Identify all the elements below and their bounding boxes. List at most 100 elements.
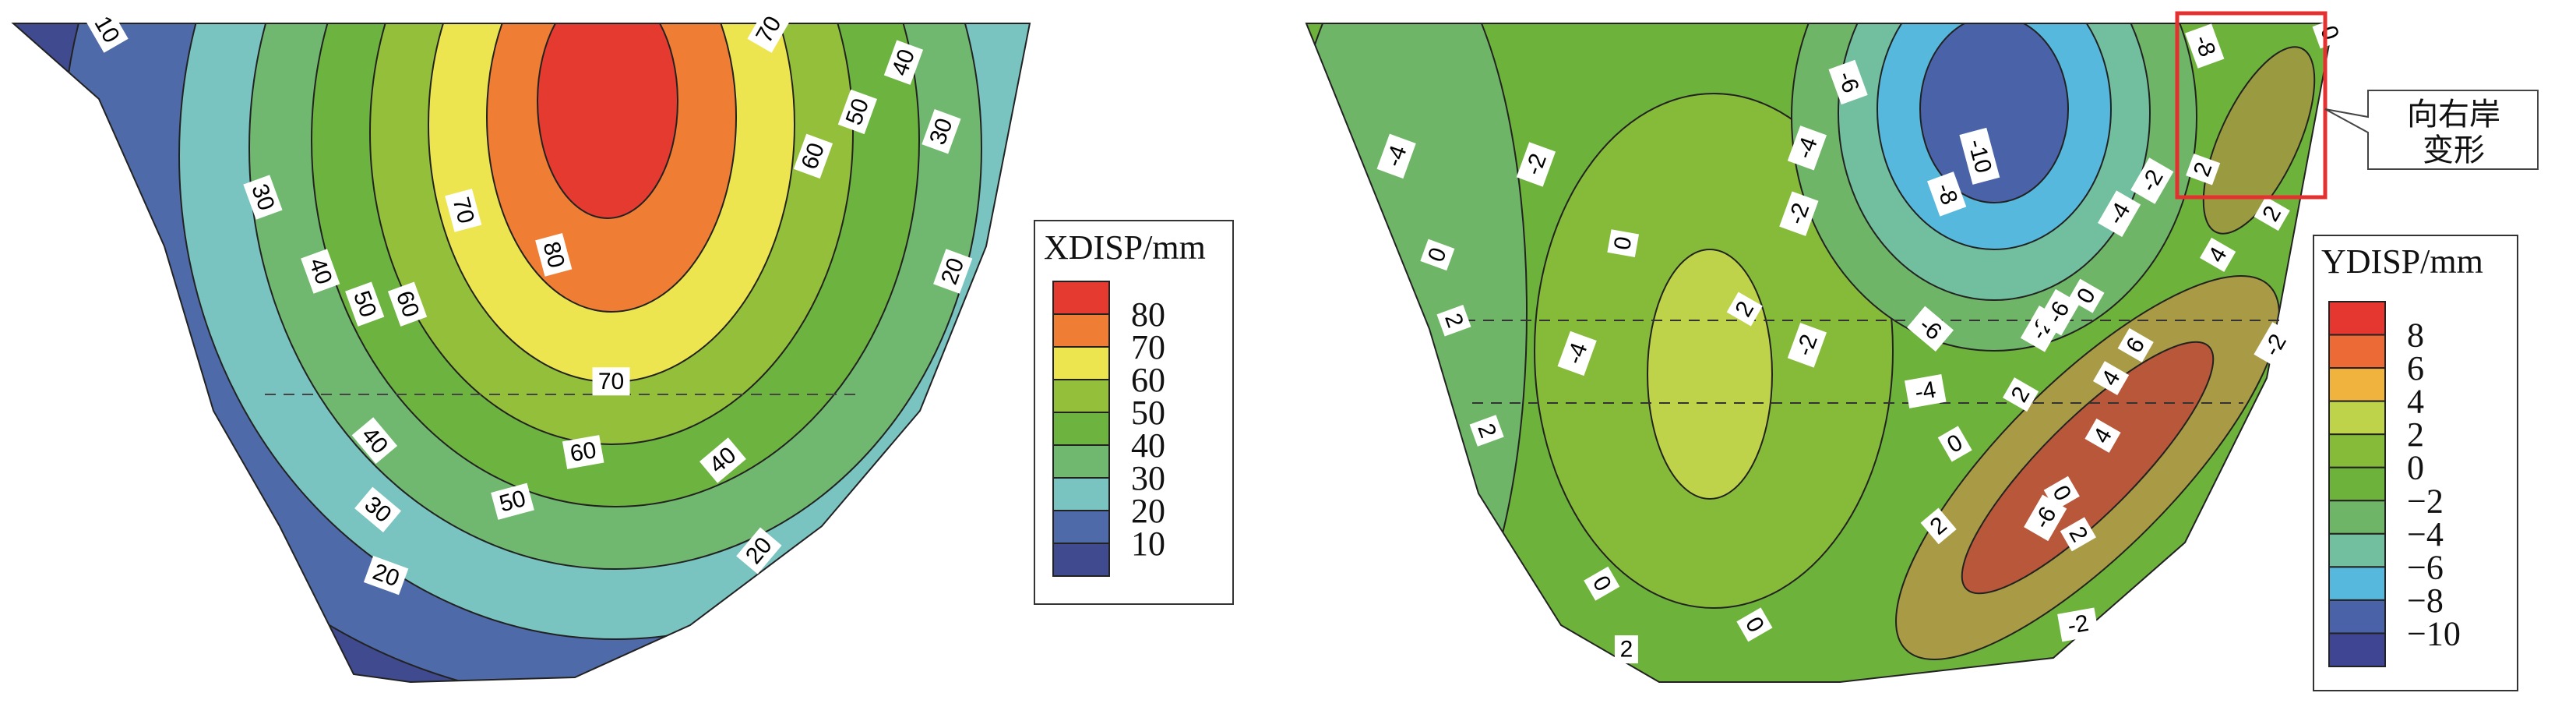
contour-label-bg: [1516, 142, 1556, 187]
contour-label-bg: [1420, 239, 1455, 271]
contour-label-bg: [2024, 494, 2067, 542]
contour-label-bg: [345, 281, 385, 327]
contour-label-bg: [883, 40, 924, 85]
contour-label-bg: [351, 417, 398, 465]
legend-tick-label: 4: [2407, 383, 2424, 421]
contour-label: -2: [1787, 323, 1827, 368]
contour-label-bg: [2036, 288, 2081, 336]
contour-label-bg: [1779, 191, 1819, 236]
legend-swatch: [2328, 500, 2386, 535]
legend-tick-label: 70: [1131, 328, 1165, 366]
contour-label-text: -2: [2066, 610, 2091, 639]
contour-label-bg: [491, 483, 534, 520]
contour-label-bg: [2312, 16, 2347, 49]
contour-label: 70: [592, 367, 630, 396]
contour-label-bg: [535, 233, 573, 277]
legend-swatch: [1052, 379, 1110, 413]
legend-tick-label: −2: [2407, 482, 2444, 520]
contour-label-bg: [301, 249, 340, 294]
legend-swatch: [1052, 412, 1110, 446]
legend-tick-label: 80: [1131, 295, 1165, 334]
contour-label-bg: [592, 367, 630, 396]
contour-label-bg: [562, 435, 604, 469]
legend-tick-label: −4: [2407, 515, 2444, 553]
legend-tick-label: 40: [1131, 426, 1165, 465]
contour-label-bg: [1436, 305, 1471, 337]
contour-label-bg: [1828, 59, 1868, 105]
legend-title: XDISP/mm: [1044, 228, 1206, 267]
contour-band: [1961, 341, 2215, 595]
legend-tick-label: 2: [2407, 415, 2424, 454]
contour-label-bg: [1959, 127, 2000, 185]
contour-label: -6: [1828, 59, 1868, 105]
contour-label-bg: [2002, 377, 2039, 412]
legend-tick-label: −10: [2407, 614, 2461, 652]
contour-label: -4: [1904, 374, 1947, 408]
contour-label-bg: [387, 281, 428, 327]
legend-tick-label: 60: [1131, 361, 1165, 399]
contour-label-bg: [1920, 507, 1957, 545]
contour-label: 0: [1420, 239, 1455, 271]
contour-label-bg: [1907, 306, 1954, 352]
legend-swatch: [1052, 281, 1110, 315]
contour-label: -8: [2185, 23, 2225, 69]
contour-label-bg: [1614, 635, 1638, 664]
legend-tick-label: −8: [2407, 582, 2444, 620]
contour-label-bg: [1927, 171, 1967, 217]
contour-label: -8: [1927, 171, 1967, 217]
legend-tick-label: −6: [2407, 548, 2444, 586]
contour-label: 20: [363, 556, 409, 596]
contour-label: 2: [1614, 635, 1638, 664]
dam-outline-right: [1305, 23, 2335, 683]
contour-label: 0: [2312, 16, 2347, 49]
contour-label-bg: [922, 109, 961, 154]
contour-label-text: 70: [598, 369, 624, 394]
contour-label-bg: [837, 89, 878, 135]
legend-swatch: [1052, 444, 1110, 479]
legend-swatch: [2328, 367, 2386, 402]
contour-label: -2: [2057, 607, 2099, 642]
contour-label: 80: [535, 233, 573, 277]
legend-swatch: [2328, 301, 2386, 336]
contour-label-text: 60: [568, 437, 598, 467]
contour-band: [1647, 249, 1773, 500]
callout-box: [2324, 90, 2539, 170]
contour-label-bg: [736, 527, 782, 574]
contour-label: -4: [1376, 133, 1416, 179]
contour-label-bg: [933, 249, 973, 294]
contour-label: 50: [837, 89, 878, 135]
contour-label-bg: [747, 6, 791, 53]
contour-label: 40: [301, 249, 340, 294]
contour-label-bg: [1904, 374, 1947, 408]
legend-tick-label: 10: [1131, 525, 1165, 563]
contour-label: -4: [1557, 331, 1597, 376]
contour-label-bg: [2254, 322, 2297, 369]
contour-label: -2: [1779, 191, 1819, 236]
legend-swatch: [2328, 433, 2386, 468]
legend-swatch: [2328, 334, 2386, 369]
contour-label-bg: [445, 189, 482, 232]
highlight-box: [2175, 11, 2328, 200]
legend-tick-label: 0: [2407, 449, 2424, 487]
contour-label-bg: [2200, 237, 2236, 272]
contour-label: 2: [1436, 305, 1471, 337]
contour-label: 0: [1937, 426, 1972, 462]
contour-label-bg: [1376, 133, 1416, 179]
legend-title: YDISP/mm: [2321, 242, 2483, 281]
legend-swatch: [1052, 543, 1110, 577]
contour-label-bg: [363, 556, 409, 596]
contour-label-bg: [1557, 331, 1597, 376]
legend-tick-label: 20: [1131, 492, 1165, 530]
contour-label-text: -4: [1913, 376, 1938, 405]
contour-label-bg: [2084, 418, 2121, 453]
legend-tick-label: 30: [1131, 459, 1165, 497]
legend-swatch: [1052, 510, 1110, 544]
legend-swatch: [1052, 346, 1110, 380]
legend-swatch: [1052, 313, 1110, 348]
contour-label-bg: [243, 175, 283, 220]
contour-band: [2202, 46, 2316, 235]
contour-label: 60: [562, 435, 604, 469]
contour-band: [1919, 23, 2069, 203]
contour-label: 50: [491, 483, 534, 520]
